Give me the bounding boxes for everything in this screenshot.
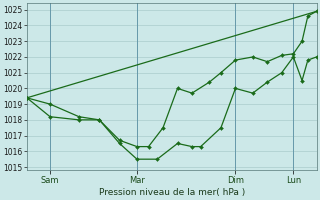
X-axis label: Pression niveau de la mer( hPa ): Pression niveau de la mer( hPa ) [99,188,245,197]
